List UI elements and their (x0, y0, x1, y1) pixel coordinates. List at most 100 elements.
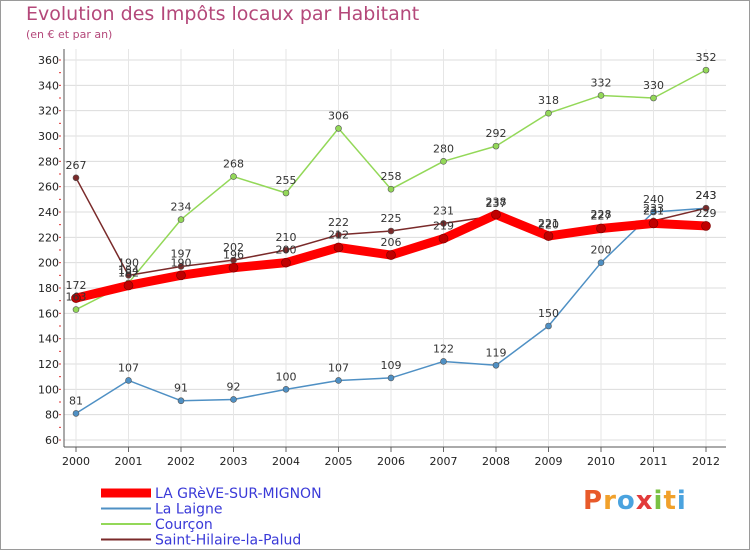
data-label: 212 (328, 228, 349, 241)
data-point (177, 397, 185, 405)
y-tick-label: 320 (38, 105, 59, 118)
y-tick-label: 140 (38, 333, 59, 346)
data-label: 119 (486, 346, 507, 359)
data-point (282, 246, 290, 254)
x-tick-label: 2004 (272, 455, 300, 468)
data-label: 267 (66, 159, 87, 172)
data-label: 292 (486, 127, 507, 140)
x-tick-label: 2005 (325, 455, 353, 468)
data-point (71, 293, 81, 303)
data-label: 227 (591, 209, 612, 222)
data-point (438, 233, 449, 244)
data-point (596, 223, 606, 234)
y-tick-label: 180 (38, 282, 59, 295)
data-point (543, 231, 554, 241)
data-point (333, 242, 344, 253)
data-point (702, 66, 710, 74)
data-label: 221 (538, 217, 559, 230)
chart-subtitle: (en € et par an) (26, 28, 113, 41)
data-point (282, 189, 290, 197)
data-point (230, 396, 237, 403)
data-label: 220 (538, 218, 559, 231)
data-point (650, 208, 657, 216)
data-label: 81 (69, 394, 83, 407)
data-label: 182 (118, 266, 139, 279)
data-label: 318 (538, 94, 559, 107)
data-label: 200 (276, 244, 297, 257)
proxiti-logo: Proxiti (583, 486, 687, 516)
data-label: 306 (328, 109, 349, 122)
data-point (440, 358, 447, 365)
y-tick-label: 360 (38, 54, 59, 67)
data-point (597, 259, 605, 266)
data-label: 200 (591, 244, 612, 257)
legend-entry: La Laigne (155, 502, 222, 518)
data-point (650, 94, 657, 102)
data-label: 222 (328, 216, 349, 229)
logo-letter: r (603, 486, 617, 516)
data-point (123, 280, 134, 291)
y-tick-label: 280 (38, 155, 59, 168)
data-label: 122 (433, 342, 454, 355)
data-point (387, 227, 395, 235)
y-tick-label: 120 (38, 358, 59, 371)
x-tick-label: 2011 (640, 455, 668, 468)
data-point (701, 221, 711, 231)
data-point (491, 209, 501, 220)
data-label: 258 (381, 170, 402, 183)
data-label: 225 (381, 212, 402, 225)
data-point (281, 257, 291, 268)
data-label: 234 (171, 201, 192, 214)
data-label: 107 (118, 361, 139, 374)
y-tick-label: 80 (45, 409, 59, 422)
data-point (177, 263, 185, 270)
data-label: 91 (174, 382, 188, 395)
logo-letter: i (676, 486, 687, 516)
data-point (387, 185, 395, 193)
x-tick-label: 2007 (430, 455, 458, 468)
y-tick-label: 100 (38, 383, 59, 396)
data-point (492, 361, 500, 369)
data-label: 190 (118, 256, 139, 269)
data-point (545, 322, 552, 330)
data-label: 332 (591, 76, 612, 89)
y-tick-label: 260 (38, 181, 59, 194)
x-tick-label: 2009 (535, 455, 563, 468)
data-label: 163 (66, 291, 87, 304)
data-label: 219 (433, 220, 454, 233)
data-point (440, 158, 447, 165)
data-point (177, 216, 185, 223)
data-point (282, 386, 290, 393)
logo-letter: i (653, 486, 664, 516)
data-point (492, 142, 500, 150)
data-point (702, 204, 710, 212)
x-tick-label: 2008 (482, 455, 510, 468)
chart-title: Evolution des Impôts locaux par Habitant (26, 3, 420, 25)
x-tick-label: 2002 (167, 455, 195, 468)
data-label: 92 (227, 380, 241, 393)
data-point (387, 374, 395, 382)
data-label: 109 (381, 359, 402, 372)
data-label: 238 (486, 196, 507, 209)
data-point (335, 231, 342, 239)
logo-letter: x (635, 486, 654, 516)
data-label: 172 (66, 279, 87, 292)
x-tick-label: 2010 (587, 455, 615, 468)
data-point (125, 272, 132, 279)
data-point (125, 377, 132, 384)
data-label: 243 (696, 189, 717, 202)
data-label: 243 (696, 189, 717, 202)
y-tick-label: 60 (45, 434, 59, 447)
logo-letter: o (616, 486, 636, 516)
legend-entry: Courçon (155, 517, 213, 533)
data-point (176, 270, 186, 281)
data-label: 190 (171, 256, 192, 269)
data-label: 228 (591, 208, 612, 221)
y-tick-label: 240 (38, 206, 59, 219)
data-label: 280 (433, 142, 454, 155)
data-point (72, 174, 80, 182)
x-tick-label: 2006 (377, 455, 405, 468)
y-tick-label: 300 (38, 130, 59, 143)
